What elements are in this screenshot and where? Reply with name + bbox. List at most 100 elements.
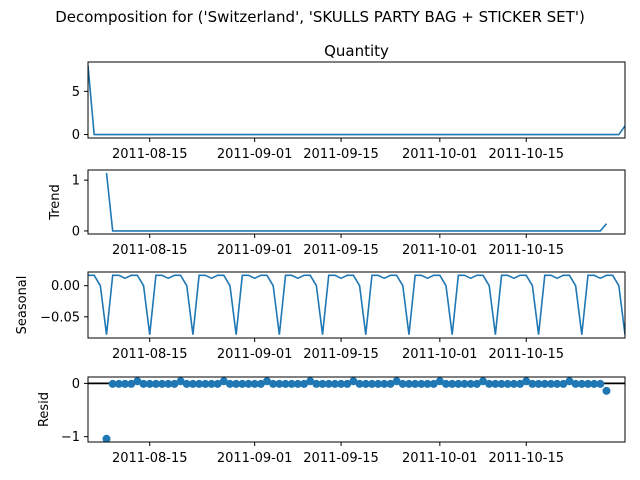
x-tick-label: 2011-09-01	[217, 451, 293, 466]
x-tick-label: 2011-09-01	[217, 147, 293, 162]
resid-point	[522, 377, 531, 386]
x-tick-label: 2011-10-01	[402, 243, 478, 258]
y-tick-label: 0	[72, 377, 80, 392]
resid-point	[596, 379, 605, 388]
panel-4: 0 −1 2011-08-15 2011-09-01 2011-09-15 2011-10…	[37, 376, 626, 466]
x-tick-label: 2011-10-01	[402, 147, 478, 162]
y-tick-label: −1	[61, 430, 80, 445]
series-line	[105, 172, 608, 232]
resid-point	[330, 379, 339, 388]
plot-area	[88, 274, 625, 335]
resid-point	[516, 379, 525, 388]
resid-point	[121, 379, 130, 388]
resid-point	[250, 379, 259, 388]
resid-point	[170, 379, 179, 388]
resid-point	[219, 377, 228, 386]
resid-point	[528, 379, 537, 388]
panel-3: 0.00 −0.05 2011-08-15 2011-09-01 2011-09-15 2…	[15, 271, 626, 362]
resid-point	[423, 379, 432, 388]
y-tick-label: 1	[72, 174, 80, 189]
x-tick-label: 2011-09-15	[303, 347, 379, 362]
resid-point	[559, 379, 568, 388]
x-tick-label: 2011-09-15	[303, 147, 379, 162]
axes-frame	[87, 376, 626, 443]
resid-point	[244, 379, 253, 388]
resid-point	[269, 379, 278, 388]
x-tick-label: 2011-10-01	[402, 347, 478, 362]
y-axis-label: Seasonal	[15, 276, 30, 335]
resid-point	[300, 379, 309, 388]
y-tick-label: 5	[72, 85, 80, 100]
resid-point	[195, 379, 204, 388]
resid-point	[182, 379, 191, 388]
resid-point	[102, 434, 111, 442]
resid-point	[590, 379, 599, 388]
resid-point	[238, 379, 247, 388]
y-tick-label: 0	[72, 224, 80, 239]
resid-point	[108, 379, 117, 388]
resid-point	[306, 377, 315, 386]
resid-point	[448, 379, 457, 388]
resid-point	[602, 386, 611, 395]
resid-point	[380, 379, 389, 388]
resid-point	[213, 379, 222, 388]
axes-frame	[87, 169, 626, 235]
x-tick-label: 2011-08-15	[112, 347, 188, 362]
resid-point	[343, 379, 352, 388]
x-tick-label: 2011-10-15	[488, 347, 564, 362]
panels: 0 5 2011-08-15 2011-09-01 2011-09-15 2011-10-…	[15, 42, 626, 466]
resid-point	[509, 379, 518, 388]
resid-point	[127, 379, 136, 388]
plot-area	[105, 172, 608, 232]
resid-point	[392, 377, 401, 386]
resid-point	[540, 379, 549, 388]
resid-point	[565, 377, 574, 386]
resid-point	[485, 379, 494, 388]
resid-point	[411, 379, 420, 388]
plot-area	[88, 65, 625, 136]
series-line	[88, 65, 625, 136]
x-tick-label: 2011-09-15	[303, 243, 379, 258]
resid-point	[546, 379, 555, 388]
resid-point	[312, 379, 321, 388]
x-tick-label: 2011-10-01	[402, 451, 478, 466]
resid-point	[293, 379, 302, 388]
axes-frame	[87, 61, 626, 139]
resid-point	[503, 379, 512, 388]
panel-2: 0 1 2011-08-15 2011-09-01 2011-09-15 2011-10-…	[48, 169, 626, 258]
axes-frame	[87, 271, 626, 339]
resid-point	[553, 379, 562, 388]
x-tick-label: 2011-08-15	[112, 451, 188, 466]
x-tick-label: 2011-10-15	[488, 243, 564, 258]
resid-point	[151, 379, 160, 388]
y-tick-label: 0	[72, 128, 80, 143]
resid-point	[374, 379, 383, 388]
panel-title: Quantity	[324, 42, 389, 60]
resid-point	[386, 379, 395, 388]
resid-point	[287, 379, 296, 388]
resid-point	[145, 379, 154, 388]
resid-point	[479, 377, 488, 386]
x-tick-label: 2011-09-01	[217, 243, 293, 258]
resid-point	[577, 379, 586, 388]
resid-point	[435, 377, 444, 386]
resid-point	[355, 379, 364, 388]
resid-point	[429, 379, 438, 388]
resid-point	[281, 379, 290, 388]
resid-point	[491, 379, 500, 388]
panel-1: 0 5 2011-08-15 2011-09-01 2011-09-15 2011-10-…	[72, 42, 626, 162]
resid-point	[460, 379, 469, 388]
resid-point	[188, 379, 197, 388]
resid-point	[164, 379, 173, 388]
resid-point	[275, 379, 284, 388]
y-axis-label: Resid	[37, 392, 52, 427]
resid-point	[583, 379, 592, 388]
plot-area	[88, 377, 625, 442]
resid-point	[158, 379, 167, 388]
x-tick-label: 2011-10-15	[488, 147, 564, 162]
resid-point	[318, 379, 327, 388]
resid-point	[114, 379, 123, 388]
resid-point	[133, 377, 142, 386]
resid-point	[404, 379, 413, 388]
resid-point	[534, 379, 543, 388]
